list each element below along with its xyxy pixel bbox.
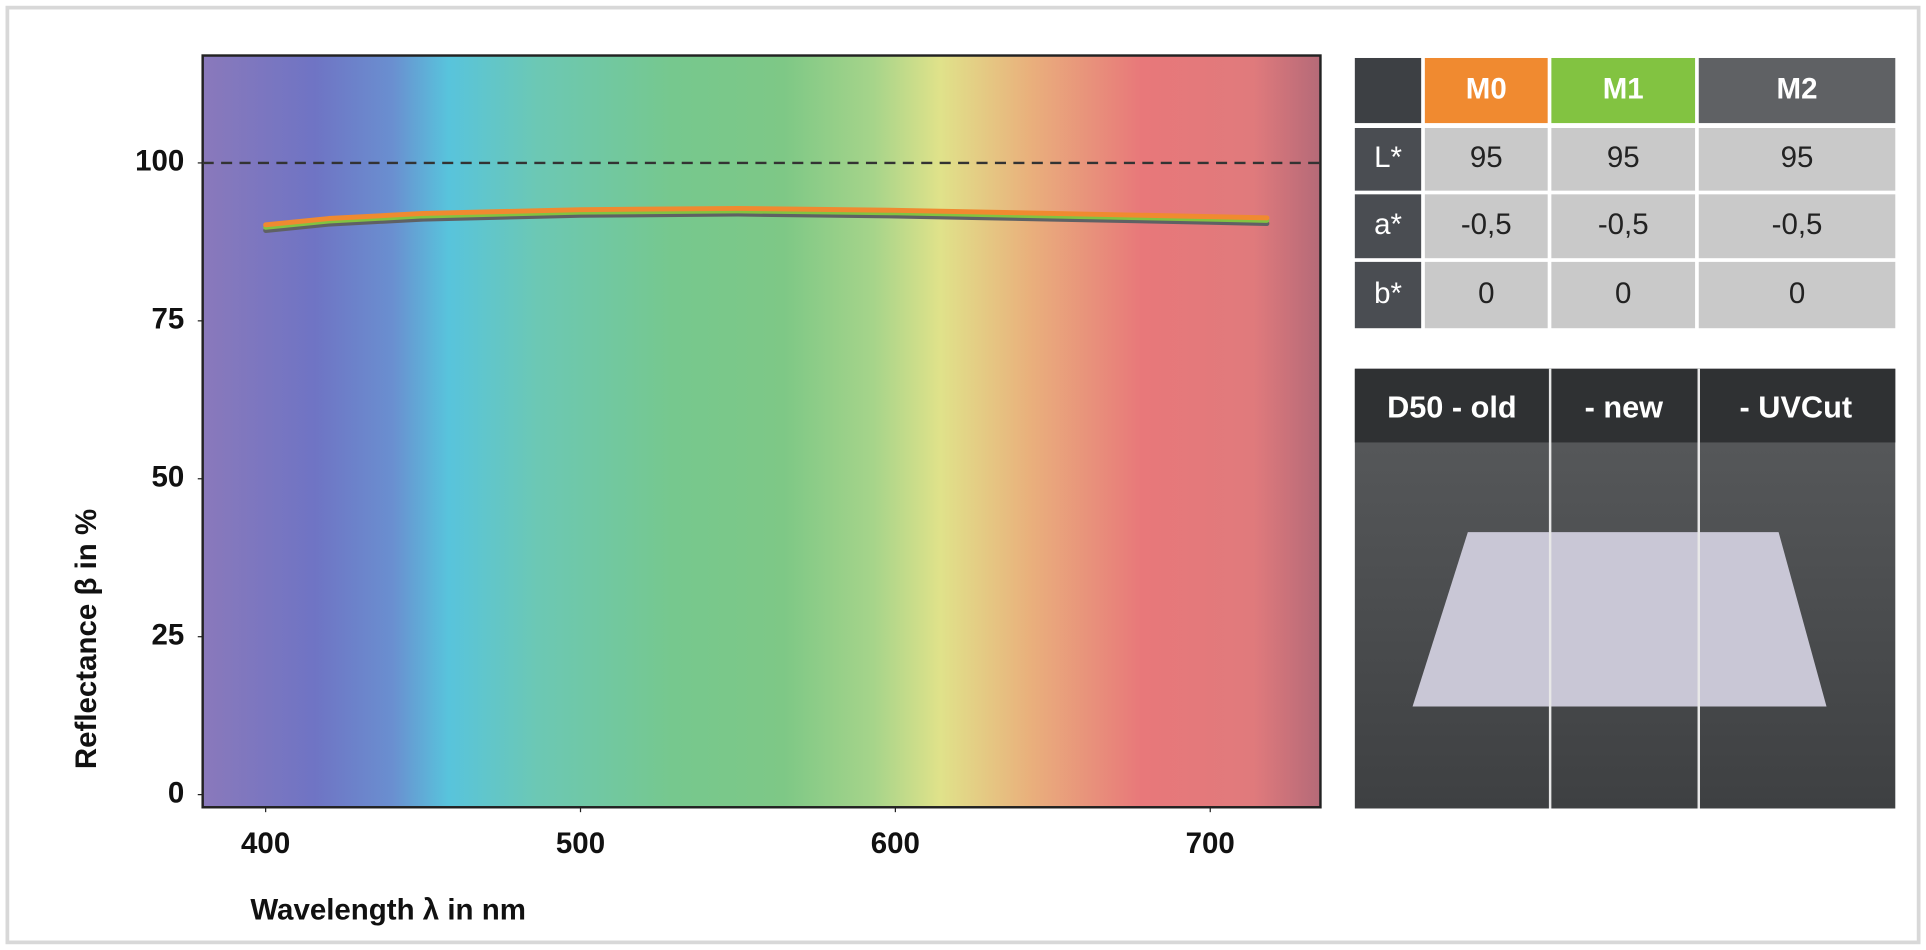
table-cell xyxy=(1424,261,1548,329)
cell-value: 95 xyxy=(1607,141,1640,174)
y-axis-label: Reflectance β in % xyxy=(70,509,103,769)
photo-label: - UVCut xyxy=(1740,389,1853,424)
row-label: a* xyxy=(1374,208,1402,241)
cell-value: 0 xyxy=(1478,277,1494,310)
chart: 0 25 50 75 100 400 500 600 700 xyxy=(135,145,1321,860)
y-tick-label: 75 xyxy=(151,303,184,336)
table-cell xyxy=(1424,128,1548,191)
table-cell xyxy=(1551,261,1696,329)
cell-value: 0 xyxy=(1615,277,1631,310)
x-tick-label: 700 xyxy=(1186,827,1235,860)
x-tick-label: 400 xyxy=(241,827,290,860)
x-axis-label: Wavelength λ in nm xyxy=(250,893,526,926)
row-label-cell xyxy=(1354,261,1422,329)
cell-value: 95 xyxy=(1470,141,1503,174)
x-tick-label: 600 xyxy=(871,827,920,860)
plot-area xyxy=(201,54,1322,809)
photo-header xyxy=(1354,368,1896,443)
table-cell xyxy=(1698,128,1896,191)
y-tick-label: 0 xyxy=(168,776,184,809)
column-header: M2 xyxy=(1777,72,1818,105)
cell-value: 0 xyxy=(1789,277,1805,310)
series-line xyxy=(263,205,1270,228)
row-label-cell xyxy=(1354,128,1422,191)
cell-value: -0,5 xyxy=(1461,208,1512,241)
table-cell xyxy=(1551,128,1696,191)
table: M0 M1 M2 L* 95 95 95 a* -0,5 -0,5 -0,5 b* 0 0 0 xyxy=(1354,57,1896,329)
column-header: M1 xyxy=(1603,72,1644,105)
y-tick-label: 50 xyxy=(151,461,184,494)
y-tick-label: 25 xyxy=(151,618,184,651)
table-cell xyxy=(1698,261,1896,329)
photo: D50 - old - new - UVCut xyxy=(1354,368,1896,809)
header-cell xyxy=(1424,57,1548,124)
paper-sample xyxy=(1412,532,1827,707)
table-cell xyxy=(1698,194,1896,259)
x-tick-label: 500 xyxy=(556,827,605,860)
photo-label: D50 - old xyxy=(1387,389,1517,424)
cell-value: -0,5 xyxy=(1772,208,1823,241)
cell-value: -0,5 xyxy=(1598,208,1649,241)
table-cell xyxy=(1551,194,1696,259)
series-line xyxy=(263,211,1270,233)
row-label: L* xyxy=(1374,141,1402,174)
row-label-cell xyxy=(1354,194,1422,259)
series-line xyxy=(263,208,1270,230)
header-cell xyxy=(1698,57,1896,124)
table-cell xyxy=(1424,194,1548,259)
header-cell xyxy=(1354,57,1422,124)
column-header: M0 xyxy=(1466,72,1507,105)
y-tick-label: 100 xyxy=(135,145,184,178)
cell-value: 95 xyxy=(1781,141,1814,174)
row-label: b* xyxy=(1374,277,1402,310)
header-cell xyxy=(1551,57,1696,124)
photo-label: - new xyxy=(1585,389,1664,424)
